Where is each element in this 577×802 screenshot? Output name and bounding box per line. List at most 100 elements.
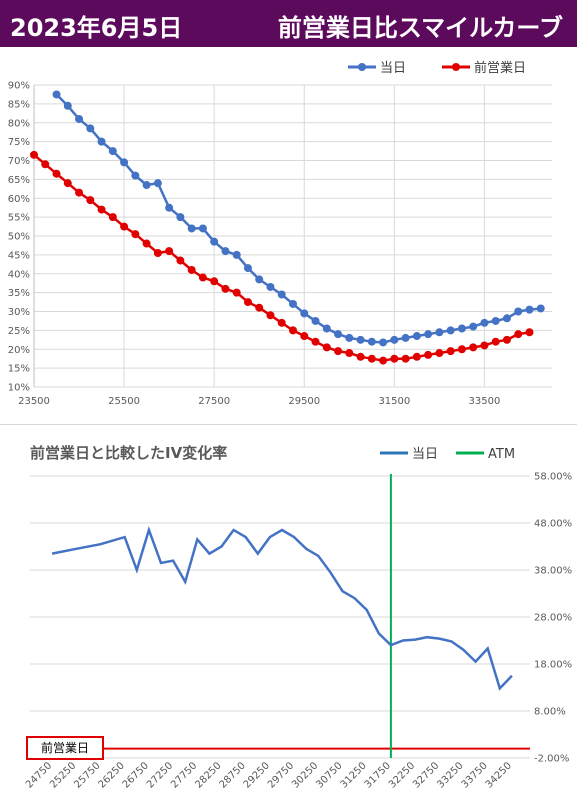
c2-xtick-label: 26750 [121, 760, 151, 790]
c1-ytick-label: 75% [8, 137, 30, 148]
c1-data-point-0 [300, 309, 309, 318]
c1-data-point-1 [86, 196, 95, 205]
c2-xtick-label: 27750 [169, 760, 199, 790]
c1-data-point-1 [356, 352, 365, 361]
c1-ytick-label: 15% [8, 364, 30, 375]
c1-data-point-1 [266, 311, 275, 320]
c1-data-point-0 [97, 137, 106, 146]
c2-xtick-label: 31250 [339, 760, 369, 790]
c1-data-point-0 [52, 90, 61, 99]
c1-data-point-0 [322, 324, 331, 333]
c1-ytick-label: 90% [8, 81, 30, 92]
c1-data-point-0 [289, 299, 297, 308]
iv-change-panel: 前営業日と比較したIV変化率 当日 ATM 58.00% 48.00% 38.00%… [0, 426, 577, 802]
c1-data-point-1 [311, 337, 320, 346]
header-bar: 2023年6月5日 前営業日比スマイルカーブ [0, 0, 577, 47]
chart1-legend: 当日 前営業日 [348, 60, 526, 76]
legend-label-atm: ATM [488, 447, 515, 462]
c1-data-point-0 [345, 333, 354, 342]
chart2-legend: 当日 ATM [380, 447, 515, 462]
c2-xtick-label: 30250 [290, 760, 320, 790]
c2-xtick-label: 24750 [24, 760, 54, 790]
c1-xtick-label: 23500 [18, 396, 50, 407]
c1-data-point-1 [277, 318, 286, 327]
c1-data-point-1 [120, 222, 129, 231]
c1-data-point-0 [153, 179, 162, 188]
c1-data-point-0 [266, 282, 275, 291]
c2-xtick-label: 29250 [242, 760, 272, 790]
c2-xtick-label: 31750 [363, 760, 393, 790]
c2-xtick-label: 25250 [48, 760, 78, 790]
c1-data-point-0 [108, 147, 117, 156]
c1-ytick-label: 85% [8, 99, 30, 110]
c1-data-point-0 [480, 318, 489, 327]
c2-xtick-label: 32750 [411, 760, 441, 790]
c2-ytick-label: 38.00% [534, 566, 572, 577]
c1-ytick-label: 20% [8, 345, 30, 356]
c1-data-point-0 [525, 305, 534, 314]
c1-data-point-1 [198, 273, 207, 282]
c1-ytick-label: 50% [8, 232, 30, 243]
page-title: 前営業日比スマイルカーブ [277, 14, 563, 42]
c1-data-point-1 [142, 239, 151, 248]
c1-data-point-1 [412, 352, 421, 361]
c1-data-point-0 [176, 213, 185, 222]
c2-ytick-label: 18.00% [534, 660, 572, 671]
c1-data-point-1 [480, 341, 489, 350]
legend-dot-today [358, 63, 366, 71]
legend-dot-prev [452, 63, 460, 71]
c1-xtick-label: 31500 [378, 396, 410, 407]
c1-series-line-0 [55, 93, 541, 344]
c2-ytick-label: 28.00% [534, 613, 572, 624]
c1-data-point-1 [300, 332, 309, 341]
c2-xtick-label: 28250 [193, 760, 223, 790]
c1-data-point-0 [469, 322, 478, 331]
c1-data-point-1 [491, 337, 500, 346]
c1-data-point-1 [97, 205, 106, 214]
c1-data-point-1 [435, 349, 444, 358]
smile-curve-panel: 10% 15% 20% 25% 30% 35% 40% 45% 50% 55% 60% 65% 70% 7… [0, 47, 577, 425]
c1-ytick-label: 60% [8, 194, 30, 205]
c1-data-point-1 [390, 354, 399, 363]
c1-data-point-0 [210, 237, 219, 246]
c1-ytick-label: 35% [8, 288, 30, 299]
c1-data-point-1 [221, 284, 230, 293]
legend-label-today: 当日 [380, 61, 406, 76]
c1-data-point-1 [514, 330, 523, 339]
c1-data-point-0 [255, 275, 264, 284]
c1-data-point-1 [30, 150, 38, 159]
c1-data-point-0 [120, 158, 129, 167]
c2-xtick-label: 26250 [97, 760, 127, 790]
c1-data-point-0 [412, 332, 421, 341]
c1-ytick-label: 70% [8, 156, 30, 167]
c1-data-point-1 [502, 335, 511, 344]
c2-xtick-label: 28750 [218, 760, 248, 790]
c1-data-point-0 [311, 316, 320, 325]
c1-data-point-0 [390, 335, 399, 344]
c2-xtick-label: 34250 [484, 760, 514, 790]
c2-xtick-label: 30750 [314, 760, 344, 790]
c1-xtick-label: 29500 [288, 396, 320, 407]
c1-data-point-1 [345, 349, 354, 358]
c1-data-point-1 [322, 343, 331, 352]
c1-data-point-1 [165, 247, 174, 256]
reference-label-box: 前営業日 [26, 736, 104, 760]
c1-data-point-0 [232, 250, 241, 259]
c1-ytick-label: 25% [8, 326, 30, 337]
c2-xtick-label: 33250 [435, 760, 465, 790]
c1-data-point-1 [289, 326, 297, 335]
c1-data-point-1 [255, 303, 264, 312]
c1-xtick-label: 27500 [198, 396, 230, 407]
c1-data-point-0 [243, 264, 252, 273]
iv-change-chart: 前営業日と比較したIV変化率 当日 ATM 58.00% 48.00% 38.00%… [24, 444, 572, 791]
c1-data-point-1 [210, 277, 219, 286]
c1-data-point-0 [379, 338, 388, 347]
c1-data-point-0 [198, 224, 207, 233]
c1-data-point-0 [131, 171, 140, 180]
c1-data-point-0 [424, 330, 433, 339]
c1-data-point-0 [86, 124, 95, 133]
c2-ytick-label: 48.00% [534, 519, 572, 530]
c1-data-point-1 [367, 354, 376, 363]
c1-data-point-0 [514, 307, 523, 316]
c1-data-point-0 [457, 324, 466, 333]
